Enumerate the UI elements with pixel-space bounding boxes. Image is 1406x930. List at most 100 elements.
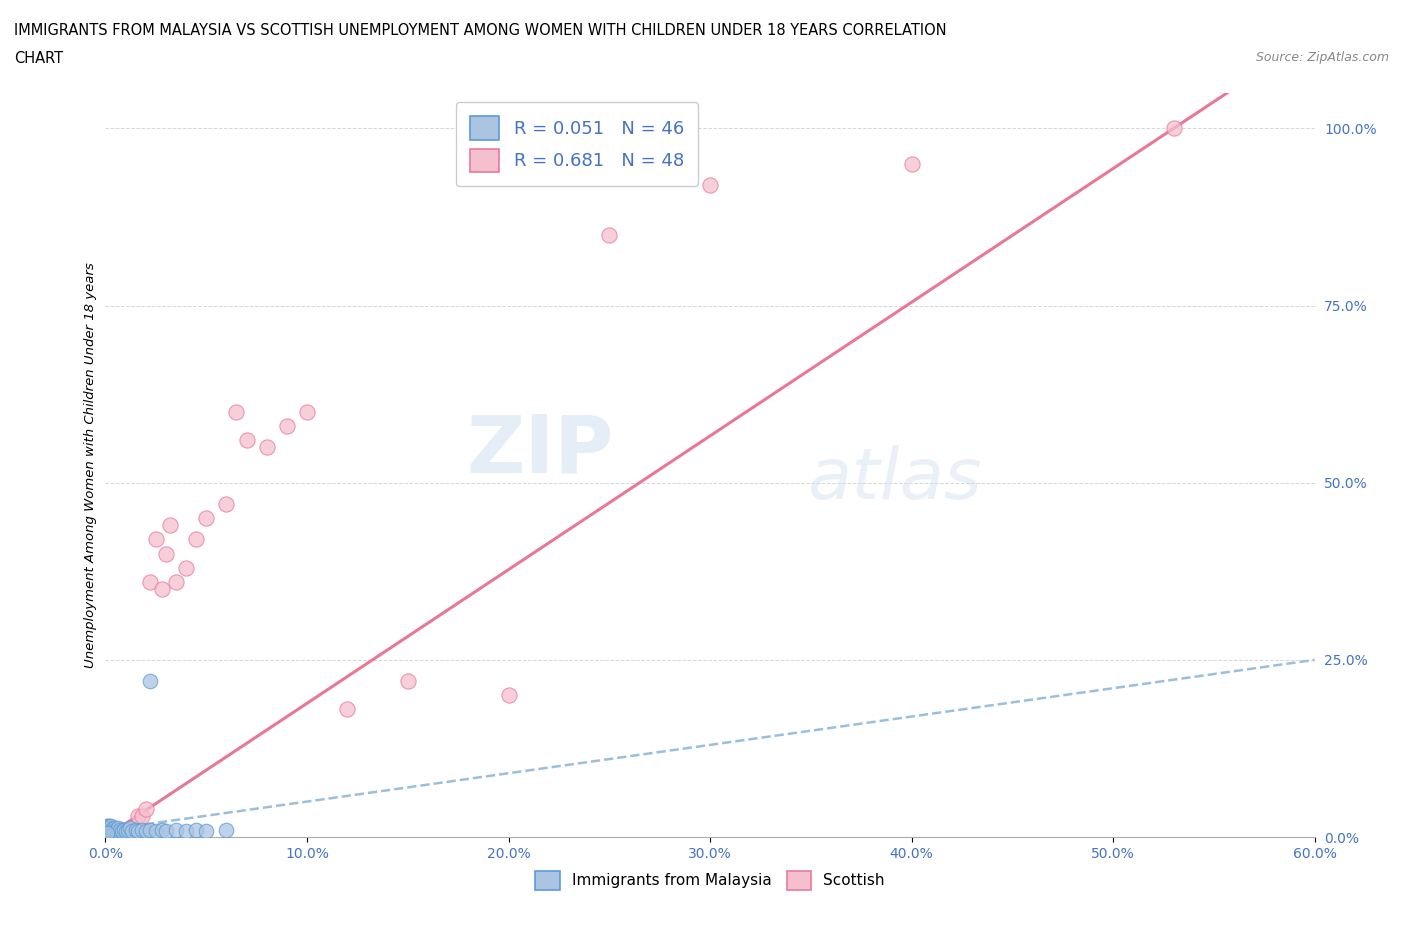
Point xyxy=(101,822,124,837)
Point xyxy=(100,826,122,841)
Point xyxy=(127,808,149,823)
Point xyxy=(97,821,120,836)
Point xyxy=(336,702,359,717)
Point xyxy=(98,822,121,837)
Point xyxy=(103,821,125,836)
Point xyxy=(98,826,121,841)
Point xyxy=(96,819,118,834)
Point xyxy=(155,824,177,839)
Point xyxy=(97,824,120,839)
Point xyxy=(112,822,135,837)
Point xyxy=(150,822,173,837)
Point xyxy=(100,822,122,837)
Point xyxy=(98,822,121,837)
Point xyxy=(135,824,157,839)
Point xyxy=(103,822,125,837)
Point xyxy=(396,673,419,688)
Point xyxy=(98,822,121,837)
Point xyxy=(598,227,620,242)
Point xyxy=(103,826,125,841)
Text: atlas: atlas xyxy=(807,445,981,514)
Point xyxy=(104,822,127,837)
Point xyxy=(174,560,197,575)
Point xyxy=(699,178,721,193)
Point xyxy=(100,824,122,839)
Point xyxy=(97,819,120,834)
Point xyxy=(97,822,120,837)
Text: Source: ZipAtlas.com: Source: ZipAtlas.com xyxy=(1256,51,1389,64)
Point xyxy=(96,826,118,841)
Point xyxy=(107,826,129,841)
Point xyxy=(139,673,162,688)
Point xyxy=(96,822,118,837)
Point xyxy=(110,826,132,841)
Point xyxy=(114,824,136,839)
Text: ZIP: ZIP xyxy=(465,411,613,489)
Point xyxy=(145,532,167,547)
Point xyxy=(1163,121,1185,136)
Point xyxy=(118,826,141,841)
Point xyxy=(103,822,125,837)
Y-axis label: Unemployment Among Women with Children Under 18 years: Unemployment Among Women with Children U… xyxy=(84,262,97,668)
Point xyxy=(295,405,318,419)
Point xyxy=(225,405,247,419)
Point xyxy=(100,821,122,836)
Point xyxy=(117,822,139,837)
Point xyxy=(96,826,118,841)
Point xyxy=(107,821,129,836)
Point xyxy=(900,156,922,171)
Point xyxy=(276,418,298,433)
Point xyxy=(195,824,218,839)
Point xyxy=(101,821,124,836)
Point xyxy=(150,581,173,596)
Point xyxy=(100,824,122,839)
Point xyxy=(235,432,257,447)
Point xyxy=(100,822,122,837)
Point xyxy=(145,824,167,839)
Point xyxy=(124,826,148,841)
Point xyxy=(100,819,122,834)
Point xyxy=(98,822,121,837)
Point xyxy=(186,822,208,837)
Point xyxy=(215,822,238,837)
Point xyxy=(124,822,148,837)
Point xyxy=(96,826,118,841)
Point xyxy=(96,822,118,837)
Point xyxy=(131,808,153,823)
Text: IMMIGRANTS FROM MALAYSIA VS SCOTTISH UNEMPLOYMENT AMONG WOMEN WITH CHILDREN UNDE: IMMIGRANTS FROM MALAYSIA VS SCOTTISH UNE… xyxy=(14,23,946,38)
Point xyxy=(498,688,520,703)
Point xyxy=(114,822,136,837)
Point xyxy=(96,822,118,837)
Point xyxy=(256,440,278,455)
Point xyxy=(98,819,121,834)
Point xyxy=(159,518,181,533)
Point xyxy=(155,546,177,561)
Point xyxy=(215,497,238,512)
Point xyxy=(108,822,131,837)
Point xyxy=(139,575,162,590)
Point xyxy=(121,824,143,839)
Point xyxy=(104,826,127,841)
Text: CHART: CHART xyxy=(14,51,63,66)
Point xyxy=(104,822,127,837)
Point xyxy=(165,822,187,837)
Point xyxy=(135,802,157,817)
Point xyxy=(104,824,127,839)
Point xyxy=(108,822,131,837)
Point xyxy=(127,824,149,839)
Point xyxy=(110,824,132,839)
Point xyxy=(96,824,118,839)
Point xyxy=(186,532,208,547)
Point xyxy=(131,822,153,837)
Point xyxy=(195,511,218,525)
Point xyxy=(107,824,129,839)
Point xyxy=(165,575,187,590)
Point xyxy=(97,826,120,841)
Point xyxy=(118,821,141,836)
Point xyxy=(121,822,143,837)
Point xyxy=(97,824,120,839)
Legend: Immigrants from Malaysia, Scottish: Immigrants from Malaysia, Scottish xyxy=(529,865,891,897)
Point xyxy=(112,822,135,837)
Point xyxy=(174,824,197,839)
Point xyxy=(139,822,162,837)
